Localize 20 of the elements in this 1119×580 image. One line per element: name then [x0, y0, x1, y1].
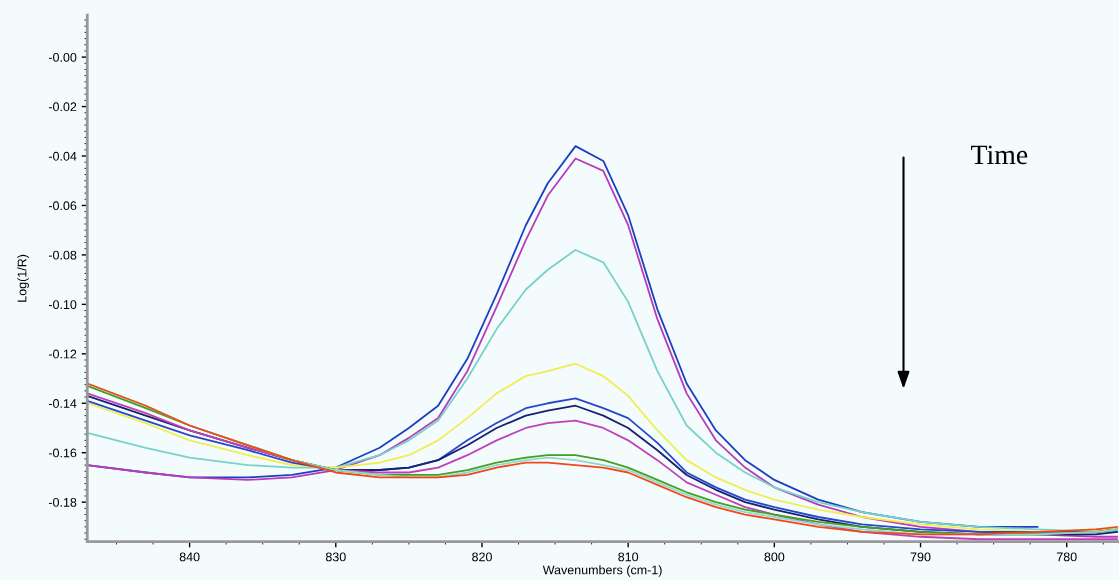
x-tick-label: 790	[910, 552, 931, 562]
y-tick-label: -0.02	[48, 102, 77, 112]
y-tick-label: -0.00	[48, 52, 77, 62]
x-axis-title: Wavenumbers (cm-1)	[542, 565, 662, 577]
y-tick-label: -0.10	[48, 300, 77, 310]
y-tick-label: -0.08	[48, 250, 77, 260]
y-tick-label: -0.14	[48, 399, 77, 408]
y-tick-label: -0.18	[48, 497, 77, 507]
y-tick-label: -0.16	[48, 448, 77, 458]
y-tick-label: -0.04	[48, 151, 77, 161]
annotation: Time	[971, 145, 1028, 165]
x-tick-label: 830	[325, 552, 346, 562]
x-tick-label: 810	[618, 552, 639, 562]
y-tick-label: -0.12	[48, 349, 77, 359]
x-tick-label: 840	[179, 552, 200, 562]
x-tick-label: 820	[472, 552, 492, 562]
y-tick-label: -0.06	[48, 201, 77, 211]
x-tick-label: 780	[1056, 552, 1077, 562]
y-axis-title: Log(1/R)	[17, 254, 29, 302]
x-tick-label: 800	[764, 552, 785, 562]
